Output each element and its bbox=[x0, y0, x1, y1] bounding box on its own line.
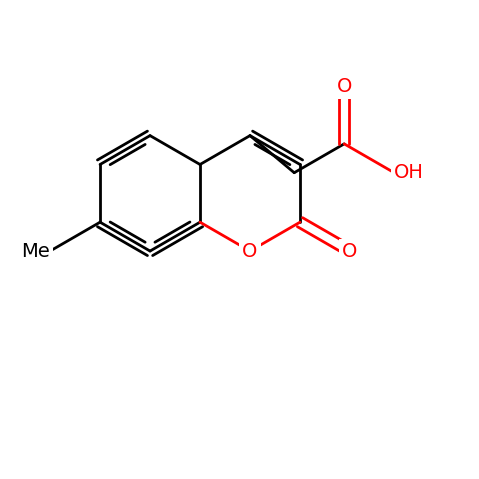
Text: O: O bbox=[337, 77, 352, 96]
Text: O: O bbox=[242, 241, 258, 261]
Text: OH: OH bbox=[394, 163, 424, 182]
Text: Me: Me bbox=[22, 241, 50, 261]
Text: O: O bbox=[342, 241, 358, 261]
